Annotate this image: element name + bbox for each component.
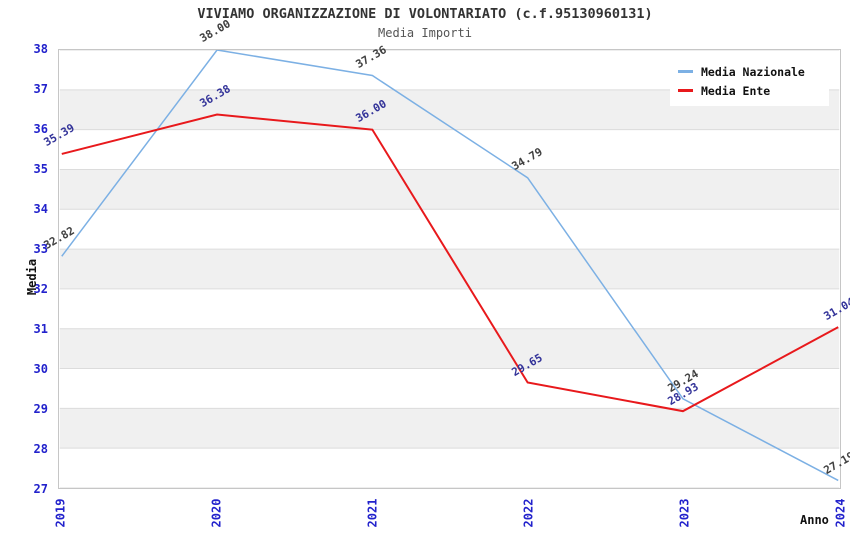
y-tick-label: 38 <box>33 42 48 56</box>
series-line-media-ente <box>61 113 839 413</box>
x-axis-title: Anno <box>800 513 829 527</box>
legend-label: Media Ente <box>701 83 771 98</box>
y-axis-title: Media <box>25 258 40 296</box>
x-tick-label: 2023 <box>677 498 691 528</box>
y-tick-label: 30 <box>33 362 48 376</box>
x-tick-label: 2020 <box>209 498 223 528</box>
line-swatch-icon <box>678 70 693 73</box>
plot-area: 32.82 38.00 37.36 34.79 29.24 27.19 35.39 36.38… <box>42 17 850 489</box>
grid-band <box>59 169 840 210</box>
y-tick-label: 27 <box>33 482 48 496</box>
grid-band <box>59 328 840 369</box>
y-tick-label: 36 <box>33 122 48 136</box>
legend-item-media-nazionale: Media Nazionale <box>678 62 821 81</box>
line-swatch-icon <box>678 89 693 92</box>
chart-subtitle: Media Importi <box>378 26 472 40</box>
x-tick-label: 2019 <box>53 498 67 528</box>
y-tick-label: 37 <box>33 82 48 96</box>
y-tick-label: 34 <box>33 202 48 216</box>
legend-item-media-ente: Media Ente <box>678 81 821 100</box>
chart-title: VIVIAMO ORGANIZZAZIONE DI VOLONTARIATO (… <box>197 6 653 22</box>
grid-band <box>59 408 840 449</box>
y-tick-label: 33 <box>33 242 48 256</box>
y-tick-label: 35 <box>33 162 48 176</box>
plot-canvas <box>58 49 841 489</box>
legend-label: Media Nazionale <box>701 64 805 79</box>
y-tick-label: 31 <box>33 322 48 336</box>
x-tick-label: 2021 <box>365 498 379 528</box>
y-tick-label: 32 <box>33 282 48 296</box>
y-tick-label: 29 <box>33 402 48 416</box>
x-tick-label: 2022 <box>521 498 535 528</box>
y-tick-label: 28 <box>33 442 48 456</box>
series-line-media-nazionale <box>61 50 839 482</box>
legend: Media Nazionale Media Ente <box>670 56 829 106</box>
